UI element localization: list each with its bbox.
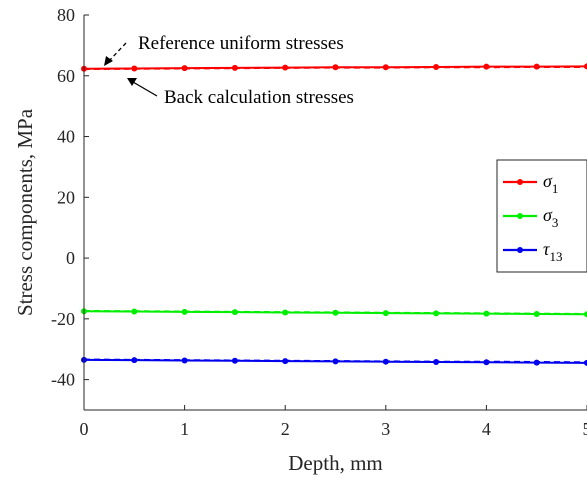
series-0-point-3 <box>231 64 238 71</box>
series-0-point-7 <box>433 63 440 70</box>
annotation-reference-arrowhead <box>104 56 113 66</box>
series-2-point-6 <box>382 358 389 365</box>
y-tick-label-0: -40 <box>51 370 75 390</box>
legend-label-symbol-0: σ <box>543 171 553 191</box>
series-0-point-1 <box>131 65 138 72</box>
x-axis-label: Depth, mm <box>288 451 383 475</box>
x-tick-label-3: 3 <box>381 419 390 439</box>
y-tick-label-4: 40 <box>57 127 75 147</box>
series-1-point-9 <box>533 310 540 317</box>
legend-label-symbol-2: τ <box>543 239 550 259</box>
series-0-point-8 <box>483 63 490 70</box>
series-1-point-3 <box>231 309 238 316</box>
series-0-point-2 <box>181 65 188 72</box>
x-tick-label-2: 2 <box>281 419 290 439</box>
legend-label-1: σ3 <box>543 205 558 230</box>
series-2-point-1 <box>131 357 138 364</box>
annotation-reference-text: Reference uniform stresses <box>138 33 344 54</box>
series-0-point-5 <box>332 64 339 71</box>
legend-marker-1 <box>517 213 523 219</box>
legend-label-subscript-2: 13 <box>549 249 562 264</box>
axes: 0 1 2 3 4 5 -40 -20 0 20 40 60 80 Depth, mm Stress com… <box>13 5 587 475</box>
annotations: Reference uniform stresses Back calculati… <box>104 33 354 108</box>
series-1-point-8 <box>483 310 490 317</box>
annotation-back-calc-arrow-line <box>132 81 158 97</box>
series-0-point-10 <box>584 63 587 70</box>
legend-marker-2 <box>517 247 523 253</box>
series-0-point-9 <box>533 63 540 70</box>
annotation-back-calc-arrowhead <box>127 78 137 86</box>
y-tick-label-3: 20 <box>57 187 75 207</box>
y-tick-label-2: 0 <box>66 248 75 268</box>
series-1-point-5 <box>332 309 339 316</box>
x-tick-label-4: 4 <box>482 419 491 439</box>
series-1-point-10 <box>584 311 587 318</box>
series-1-point-7 <box>433 310 440 317</box>
plot-area <box>81 63 587 366</box>
annotation-back-calc-text: Back calculation stresses <box>164 87 354 108</box>
x-tick-label-0: 0 <box>80 419 89 439</box>
legend-label-2: τ13 <box>543 239 562 264</box>
series-0-point-6 <box>382 64 389 71</box>
series-2-point-9 <box>533 359 540 366</box>
series-2-point-8 <box>483 359 490 366</box>
x-tick-label-1: 1 <box>180 419 189 439</box>
series-1-point-4 <box>282 309 289 316</box>
annotation-reference-arrow-line <box>107 42 127 63</box>
series-2-point-5 <box>332 358 339 365</box>
legend-label-0: σ1 <box>543 171 558 196</box>
legend-label-subscript-1: 3 <box>552 215 559 230</box>
series-2-point-3 <box>231 357 238 364</box>
y-tick-label-1: -20 <box>51 309 75 329</box>
series-2-point-4 <box>282 358 289 365</box>
series-2-point-7 <box>433 358 440 365</box>
legend-label-subscript-0: 1 <box>552 181 559 196</box>
y-tick-label-6: 80 <box>57 5 75 25</box>
y-tick-label-5: 60 <box>57 66 75 86</box>
legend-label-symbol-1: σ <box>543 205 553 225</box>
series-1-point-6 <box>382 310 389 317</box>
series-1-point-2 <box>181 308 188 315</box>
series-2-point-2 <box>181 357 188 364</box>
y-axis-label: Stress components, MPa <box>13 108 37 316</box>
legend-marker-0 <box>517 179 523 185</box>
series-0-point-4 <box>282 64 289 71</box>
series-1-point-1 <box>131 308 138 315</box>
x-tick-label-5: 5 <box>583 419 587 439</box>
series-2-point-10 <box>584 359 587 366</box>
